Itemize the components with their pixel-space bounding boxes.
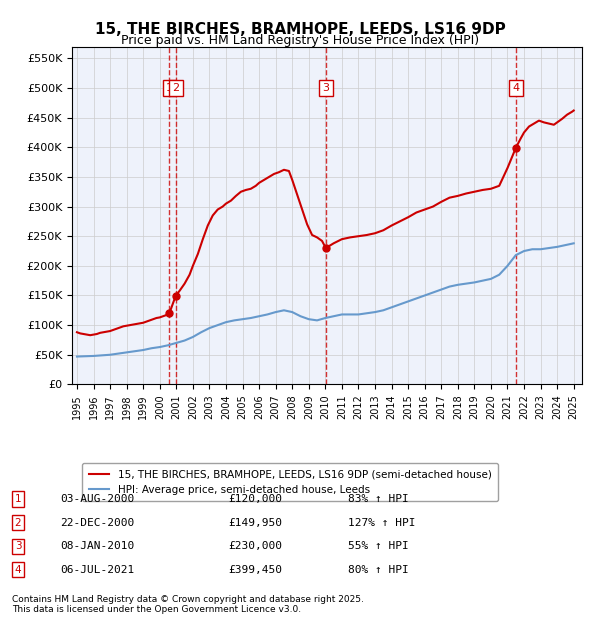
Legend: 15, THE BIRCHES, BRAMHOPE, LEEDS, LS16 9DP (semi-detached house), HPI: Average p: 15, THE BIRCHES, BRAMHOPE, LEEDS, LS16 9…	[82, 463, 498, 501]
Text: 06-JUL-2021: 06-JUL-2021	[60, 565, 134, 575]
Text: 3: 3	[322, 83, 329, 93]
Text: 08-JAN-2010: 08-JAN-2010	[60, 541, 134, 551]
Text: £230,000: £230,000	[228, 541, 282, 551]
Text: Contains HM Land Registry data © Crown copyright and database right 2025.: Contains HM Land Registry data © Crown c…	[12, 595, 364, 604]
Text: 4: 4	[512, 83, 520, 93]
Text: 22-DEC-2000: 22-DEC-2000	[60, 518, 134, 528]
Text: 03-AUG-2000: 03-AUG-2000	[60, 494, 134, 504]
Text: 4: 4	[14, 565, 22, 575]
Text: Price paid vs. HM Land Registry's House Price Index (HPI): Price paid vs. HM Land Registry's House …	[121, 34, 479, 47]
Text: £149,950: £149,950	[228, 518, 282, 528]
Text: 15, THE BIRCHES, BRAMHOPE, LEEDS, LS16 9DP: 15, THE BIRCHES, BRAMHOPE, LEEDS, LS16 9…	[95, 22, 505, 37]
Text: 1: 1	[166, 83, 173, 93]
Text: 127% ↑ HPI: 127% ↑ HPI	[348, 518, 415, 528]
Text: £399,450: £399,450	[228, 565, 282, 575]
Text: 83% ↑ HPI: 83% ↑ HPI	[348, 494, 409, 504]
Text: 1: 1	[14, 494, 22, 504]
Text: 3: 3	[14, 541, 22, 551]
Text: This data is licensed under the Open Government Licence v3.0.: This data is licensed under the Open Gov…	[12, 604, 301, 614]
Text: £120,000: £120,000	[228, 494, 282, 504]
Text: 55% ↑ HPI: 55% ↑ HPI	[348, 541, 409, 551]
Text: 2: 2	[172, 83, 179, 93]
Text: 2: 2	[14, 518, 22, 528]
Text: 80% ↑ HPI: 80% ↑ HPI	[348, 565, 409, 575]
